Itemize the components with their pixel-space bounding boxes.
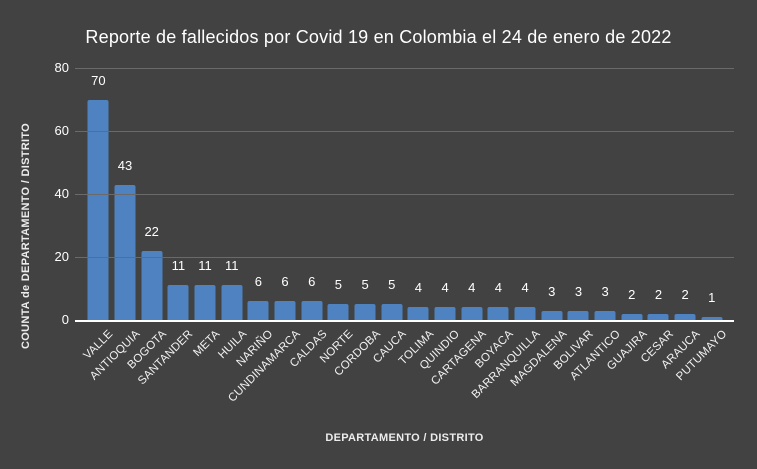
- bar-value-label: 3: [601, 283, 609, 299]
- bar-value-label: 5: [334, 277, 342, 293]
- bar: [567, 310, 589, 320]
- bar-slot: 43 ANTIOQUIA: [88, 68, 142, 383]
- y-axis-tick-label: 60: [54, 123, 69, 138]
- bar-value-label: 3: [574, 283, 583, 299]
- bar-value-label: 4: [494, 280, 503, 296]
- bar: [221, 285, 243, 320]
- bar-value-label: 2: [681, 286, 689, 302]
- y-axis-tick-label: 80: [54, 60, 69, 75]
- bar-value-label: 4: [468, 280, 476, 296]
- bar-value-label: 5: [388, 277, 396, 293]
- bar: [461, 307, 483, 320]
- bar-slot: 11 SANTANDER: [137, 68, 196, 387]
- bar: [87, 99, 109, 320]
- chart-title: Reporte de fallecidos por Covid 19 en Co…: [85, 27, 672, 47]
- bar-slot: 4 BOYACA: [473, 68, 516, 370]
- bar-value-label: 3: [548, 283, 556, 299]
- bar: [194, 285, 216, 320]
- bar-slot: 3 MAGDALENA: [508, 68, 569, 389]
- bar: [621, 313, 643, 320]
- bar-value-label: 11: [171, 258, 186, 274]
- bar-slot: 4 CARTAGENA: [430, 68, 490, 387]
- bar-value-label: 43: [117, 157, 133, 173]
- bar-slot: 11 META: [191, 68, 222, 359]
- bar-value-label: 2: [654, 286, 663, 302]
- bar-value-label: 11: [198, 258, 212, 274]
- bar: [354, 304, 376, 320]
- bar-slot: 2 GUAJIRA: [605, 68, 650, 373]
- bar: [434, 307, 456, 320]
- bar: [274, 301, 296, 320]
- gridline: [75, 68, 734, 69]
- bar-value-label: 2: [628, 286, 636, 302]
- bar-slot: 4 TOLIMA: [396, 68, 435, 367]
- y-axis-title: COUNTA de DEPARTAMENTO / DISTRITO: [20, 122, 32, 350]
- bar: [701, 316, 723, 320]
- bar-slot: 70 VALLE: [82, 68, 116, 362]
- bar-slot: 6 NARIÑO: [235, 68, 276, 369]
- bar: [594, 310, 616, 320]
- bar-value-label: 4: [521, 280, 529, 296]
- bar-slot: 6 CALDAS: [287, 68, 329, 370]
- bar-slot: 5 CORDOBA: [332, 68, 383, 378]
- bar: [114, 184, 136, 320]
- bar: [301, 301, 323, 320]
- bar-slot: 1 PUTUMAYO: [674, 68, 729, 383]
- bar-value-label: 6: [281, 274, 289, 290]
- bar-slot: 2 ARAUCA: [659, 68, 702, 372]
- bar-slot: 22 BOGOTA: [126, 68, 170, 372]
- bar: [407, 307, 429, 320]
- bar: [541, 310, 563, 320]
- bar-value-label: 70: [91, 72, 106, 88]
- bars-container: 70 VALLE 43 ANTIOQUIA 22 BOGOTA 11 SANTANDER 11 M…: [75, 68, 734, 405]
- bar-slot: 3 ATLANTICO: [568, 68, 623, 383]
- bar: [327, 304, 349, 320]
- bar-slot: 2 CESAR: [639, 68, 676, 366]
- bar-value-label: 1: [708, 289, 716, 305]
- gridline: [75, 257, 734, 258]
- bar: [167, 285, 189, 320]
- bar-value-label: 22: [144, 223, 159, 239]
- bar-value-label: 4: [414, 280, 423, 296]
- y-axis-tick-label: 0: [61, 312, 69, 327]
- bar-value-label: 4: [441, 280, 449, 296]
- bar-slot: 3 BOLIVAR: [552, 68, 596, 373]
- bar-slot: 4 BARRANQUILLA: [470, 68, 543, 401]
- bar: [247, 301, 269, 320]
- bar-value-label: 6: [254, 274, 262, 290]
- bar: [674, 313, 696, 320]
- bar-slot: 4 QUINDIO: [418, 68, 462, 372]
- bar: [647, 313, 669, 320]
- y-axis-tick-label: 40: [54, 186, 69, 201]
- bar: [141, 250, 163, 320]
- bar-value-label: 6: [308, 274, 316, 290]
- bar-slot: 6 CUNDINAMARCA: [226, 68, 303, 404]
- bar-slot: 5 NORTE: [318, 68, 356, 365]
- bar-value-label: 5: [361, 277, 369, 293]
- plot-area: 70 VALLE 43 ANTIOQUIA 22 BOGOTA 11 SANTANDER 11 M…: [55, 60, 734, 405]
- bar: [381, 304, 403, 320]
- x-axis-title: DEPARTAMENTO / DISTRITO: [325, 432, 484, 444]
- gridline: [75, 194, 734, 195]
- bar: [487, 307, 509, 320]
- bar-slot: 11 HUILA: [216, 68, 249, 361]
- bar-value-label: 11: [224, 258, 239, 274]
- bar: [514, 307, 536, 320]
- y-axis-tick-label: 20: [54, 249, 69, 264]
- gridline: [75, 131, 734, 132]
- bar-slot: 5 CAUCA: [372, 68, 410, 365]
